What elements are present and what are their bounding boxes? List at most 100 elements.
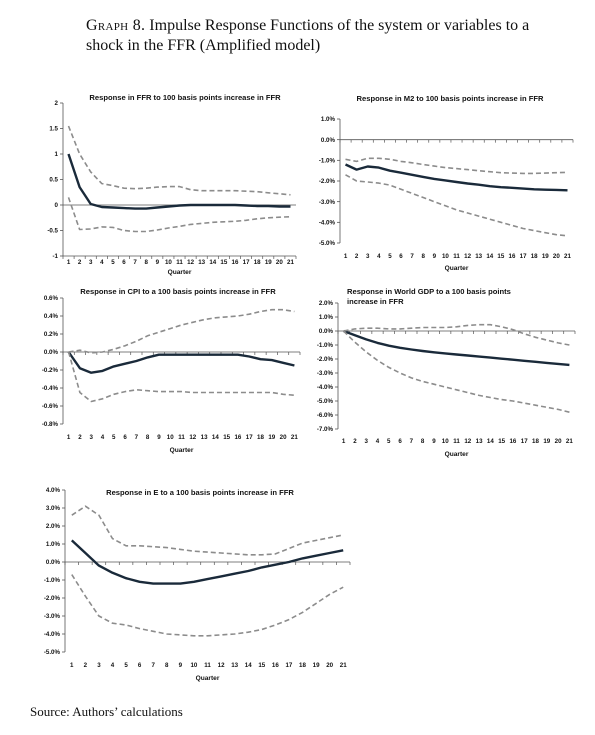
- series-line-upper: [68, 308, 295, 354]
- x-tick-label: 10: [442, 253, 449, 260]
- y-tick-label: 1.0%: [319, 314, 334, 321]
- y-tick-label: 0.0%: [44, 349, 59, 356]
- x-tick-label: 13: [476, 438, 483, 445]
- x-tick-label: 20: [276, 259, 283, 266]
- chart-title: Response in E to a 100 basis points incr…: [106, 488, 294, 497]
- x-tick-label: 10: [167, 434, 174, 441]
- x-tick-label: 20: [555, 438, 562, 445]
- x-axis-label: Quarter: [168, 269, 192, 276]
- y-tick-label: -4.0%: [319, 220, 336, 227]
- y-tick-label: 0.0%: [46, 559, 61, 566]
- y-tick-label: 2: [55, 100, 59, 107]
- x-tick-label: 16: [234, 434, 241, 441]
- series-line-response: [67, 153, 291, 210]
- x-tick-label: 16: [509, 253, 516, 260]
- x-tick-label: 18: [532, 438, 539, 445]
- x-tick-label: 8: [146, 434, 150, 441]
- y-tick-label: -0.5: [47, 228, 58, 235]
- x-tick-label: 4: [101, 434, 105, 441]
- y-tick-label: -1.0%: [319, 158, 336, 165]
- series-line-response: [67, 351, 295, 374]
- x-tick-label: 18: [531, 253, 538, 260]
- x-tick-label: 20: [326, 662, 333, 669]
- x-tick-label: 6: [122, 259, 126, 266]
- x-tick-label: 17: [520, 253, 527, 260]
- y-tick-label: 0.0%: [319, 328, 334, 335]
- x-tick-label: 8: [421, 253, 425, 260]
- x-tick-label: 3: [366, 253, 370, 260]
- graph-title-text: Impulse Response Functions of the system…: [86, 17, 530, 54]
- y-tick-label: -4.0%: [44, 631, 61, 638]
- x-tick-label: 6: [398, 438, 402, 445]
- x-tick-label: 4: [376, 438, 380, 445]
- series-line-lower: [67, 197, 291, 233]
- x-tick-label: 17: [243, 259, 250, 266]
- x-tick-label: 1: [67, 259, 71, 266]
- y-tick-label: 0.6%: [44, 295, 59, 302]
- x-tick-label: 12: [189, 434, 196, 441]
- y-tick-label: -3.0%: [319, 199, 336, 206]
- x-tick-label: 19: [265, 259, 272, 266]
- x-axis-label: Quarter: [445, 451, 469, 458]
- x-tick-label: 4: [111, 662, 115, 669]
- x-tick-label: 9: [179, 662, 183, 669]
- y-tick-label: -4.0%: [317, 384, 334, 391]
- x-tick-label: 7: [133, 259, 137, 266]
- y-tick-label: -0.2%: [42, 367, 59, 374]
- x-tick-label: 1: [342, 438, 346, 445]
- x-tick-label: 17: [521, 438, 528, 445]
- x-tick-label: 10: [190, 662, 197, 669]
- y-tick-label: 1.0%: [46, 541, 61, 548]
- x-tick-label: 6: [399, 253, 403, 260]
- x-tick-label: 5: [111, 259, 115, 266]
- y-tick-label: 0.0%: [321, 137, 336, 144]
- x-tick-label: 11: [176, 259, 183, 266]
- x-tick-label: 14: [486, 253, 493, 260]
- x-tick-label: 11: [453, 253, 460, 260]
- y-tick-label: -1.0%: [317, 342, 334, 349]
- x-tick-label: 4: [100, 259, 104, 266]
- x-tick-label: 17: [246, 434, 253, 441]
- x-tick-label: 2: [78, 259, 82, 266]
- x-tick-label: 7: [410, 438, 414, 445]
- x-tick-label: 2: [353, 438, 357, 445]
- x-tick-label: 12: [218, 662, 225, 669]
- y-tick-label: 0.5: [49, 177, 58, 184]
- x-tick-label: 9: [157, 434, 161, 441]
- series-line-upper: [343, 323, 570, 346]
- x-tick-label: 18: [257, 434, 264, 441]
- page-title: Graph 8. Impulse Response Functions of t…: [86, 16, 566, 56]
- x-tick-label: 8: [421, 438, 425, 445]
- x-axis-label: Quarter: [445, 265, 469, 272]
- x-tick-label: 18: [299, 662, 306, 669]
- source-note: Source: Authors’ calculations: [30, 704, 183, 719]
- series-line-upper: [345, 157, 568, 175]
- x-tick-label: 14: [212, 434, 219, 441]
- x-tick-label: 6: [123, 434, 127, 441]
- x-tick-label: 14: [245, 662, 252, 669]
- x-tick-label: 14: [487, 438, 494, 445]
- y-tick-label: -5.0%: [44, 649, 61, 656]
- x-tick-label: 3: [97, 662, 101, 669]
- x-tick-label: 13: [198, 259, 205, 266]
- x-tick-label: 15: [497, 253, 504, 260]
- y-tick-label: -5.0%: [319, 240, 336, 247]
- x-tick-label: 7: [135, 434, 139, 441]
- x-tick-label: 3: [89, 434, 93, 441]
- y-tick-label: -1.0%: [44, 577, 61, 584]
- x-tick-label: 21: [564, 253, 571, 260]
- x-tick-label: 7: [410, 253, 414, 260]
- x-tick-label: 17: [285, 662, 292, 669]
- series-line-response: [343, 329, 570, 367]
- y-tick-label: 1.0%: [321, 116, 336, 123]
- x-tick-label: 21: [291, 434, 298, 441]
- x-tick-label: 9: [156, 259, 160, 266]
- x-tick-label: 2: [355, 253, 359, 260]
- x-tick-label: 9: [433, 253, 437, 260]
- x-tick-label: 6: [138, 662, 142, 669]
- x-tick-label: 1: [70, 662, 74, 669]
- y-tick-label: -0.6%: [42, 403, 59, 410]
